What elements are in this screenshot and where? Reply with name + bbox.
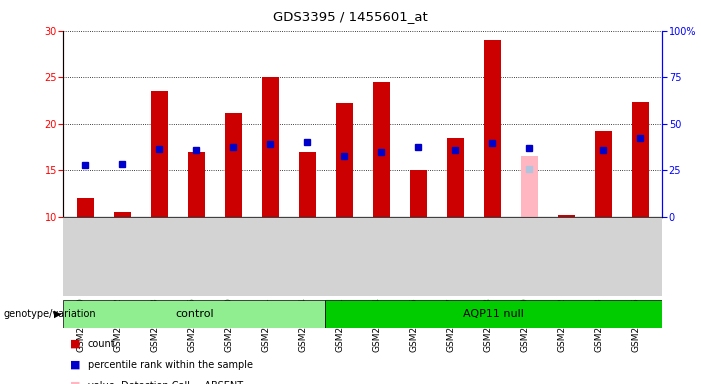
Bar (447, 138, 463, 217)
Bar (373, 82, 390, 217)
Bar (325, 300, 662, 328)
Bar (114, 212, 130, 217)
Bar (410, 170, 427, 217)
Bar (262, 77, 278, 217)
Text: value, Detection Call = ABSENT: value, Detection Call = ABSENT (88, 381, 243, 384)
Text: count: count (88, 339, 115, 349)
Text: ■: ■ (70, 339, 81, 349)
Text: AQP11 null: AQP11 null (463, 309, 524, 319)
Bar (63, 300, 325, 328)
Bar (484, 40, 501, 217)
Bar (595, 131, 611, 217)
Bar (558, 215, 575, 217)
Text: genotype/variation: genotype/variation (4, 309, 96, 319)
Bar (632, 103, 648, 217)
Bar (336, 103, 353, 217)
Text: control: control (175, 309, 214, 319)
Text: percentile rank within the sample: percentile rank within the sample (88, 360, 252, 370)
Bar (151, 91, 168, 217)
Bar (188, 152, 205, 217)
Bar (225, 113, 242, 217)
Text: ■: ■ (70, 381, 81, 384)
Text: ▶: ▶ (54, 309, 62, 319)
Bar (77, 199, 94, 217)
Text: GDS3395 / 1455601_at: GDS3395 / 1455601_at (273, 10, 428, 23)
Bar (521, 156, 538, 217)
Text: ■: ■ (70, 360, 81, 370)
Bar (299, 152, 315, 217)
